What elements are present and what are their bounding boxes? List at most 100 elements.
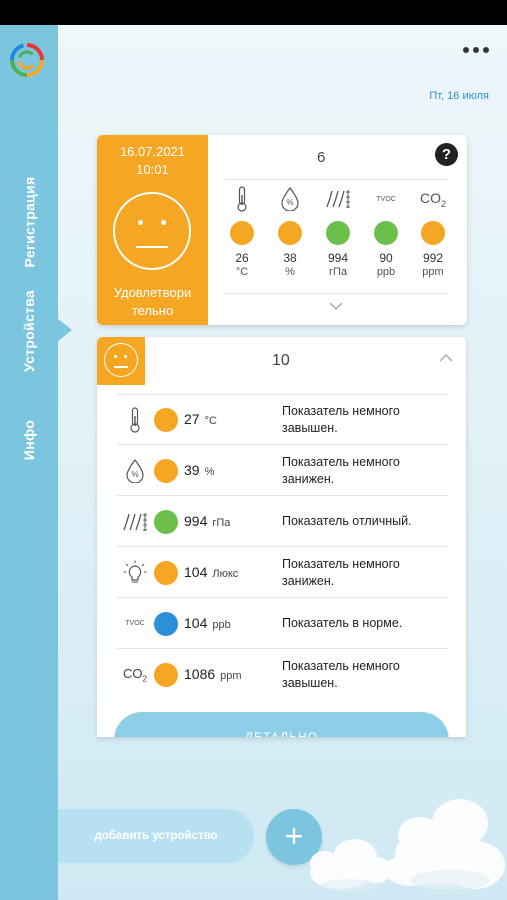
status-dot [374,221,398,245]
status-panel: 16.07.2021 10:01 Удовлетвори тельно [97,135,208,325]
sidebar-item-label: Инфо [21,419,37,461]
status-dot [154,612,178,636]
dot-icon [463,47,469,53]
status-face-badge [97,337,145,385]
reading-humidity: % 38 % [272,185,308,278]
value-number: 1086 [184,666,216,682]
sidebar-item-registration[interactable]: Регистрация [0,167,58,277]
thermometer-icon [130,406,140,433]
reading-description: Показатель отличный. [282,514,412,528]
reading-unit: % [285,266,295,278]
tvoc-icon: TVOC [125,620,145,627]
measure-date: 16.07.2021 [119,144,186,159]
value-number: 27 [184,411,200,427]
reading-value: 994 [327,251,349,265]
svg-text:%: % [286,198,293,207]
reading-description: Показатель немного завышен. [282,659,400,690]
reading-value: 994 гПа [184,513,230,529]
list-item: 104 Люкс Показатель немного занижен. [117,547,448,598]
readings-list: 27 °C Показатель немного завышен. % 39% П… [117,394,448,700]
sidebar-item-devices[interactable]: Устройства [0,281,58,381]
status-dot [154,561,178,585]
reading-value: 27 °C [184,411,217,427]
value-unit: гПа [212,517,231,529]
device-card-summary[interactable]: 16.07.2021 10:01 Удовлетвори тельно 6 ? … [97,135,467,325]
chevron-down-icon[interactable] [328,301,344,311]
more-menu-button[interactable] [463,47,489,53]
value-number: 104 [184,564,208,580]
reading-temperature: 26 °C [224,185,260,278]
reading-value: 104 Люкс [184,564,238,580]
sidebar-item-info[interactable]: Инфо [0,415,58,465]
co2-subscript: 2 [440,198,446,209]
status-dot [154,408,178,432]
co2-icon: CO2 [420,190,446,209]
value-number: 104 [184,615,208,631]
reading-tvoc: TVOC 90 ppb [368,185,404,278]
status-dot [326,221,350,245]
list-item: 27 °C Показатель немного завышен. [117,394,448,445]
list-item: TVOC 104 ppb Показатель в норме. [117,598,448,649]
reading-co2: CO2 992 ppm [415,185,451,278]
help-button[interactable]: ? [435,143,458,166]
reading-value: 104 ppb [184,615,231,631]
divider [225,293,449,294]
device-number: 6 [317,149,326,166]
reading-unit: ppb [376,266,396,278]
co2-icon: CO2 [123,666,147,684]
divider [117,394,448,395]
reading-value: 90 [379,251,393,265]
reading-description: Показатель немного завышен. [282,404,400,435]
humidity-icon: % [281,187,299,211]
reading-description: Показатель немного занижен. [282,557,400,588]
svg-text:%: % [131,470,138,479]
co2-subscript: 2 [142,674,147,684]
pressure-icon [123,512,147,531]
value-unit: ppm [220,670,242,682]
status-dot [154,459,178,483]
tvoc-icon: TVOC [376,195,396,203]
reading-description: Показатель немного занижен. [282,455,400,486]
device-card-detail: 10 27 °C Показатель немного завышен. % 39… [97,337,466,737]
value-unit: ppb [212,619,231,631]
status-dot [154,663,178,687]
clouds-decoration [310,799,505,891]
value-unit: Люкс [212,568,239,580]
co2-label: CO [123,665,143,681]
value-number: 994 [184,513,208,529]
status-dot [421,221,445,245]
reading-pressure: 994 гПа [320,185,356,278]
status-text: Удовлетвори тельно [113,285,192,318]
neutral-face-icon [104,343,138,377]
co2-label: CO [419,189,441,206]
value-unit: °C [204,415,217,427]
reading-unit: ppm [422,266,444,278]
readings-row: 26 °C % 38 % 994 гПа TVOC [224,185,454,285]
value-number: 39 [184,462,200,478]
chevron-up-icon[interactable] [438,353,454,363]
list-item: CO2 1086 ppm Показатель немного завышен. [117,649,448,700]
value-unit: % [204,466,215,478]
thermometer-icon [237,186,247,212]
divider [225,179,449,180]
humidity-icon: % [126,458,144,483]
reading-unit: гПа [328,266,348,278]
add-device-button[interactable]: добавить устройство [58,809,254,863]
app-logo-icon [10,43,44,77]
reading-value: 39% [184,462,214,478]
dot-icon [483,47,489,53]
sidebar-item-label: Устройства [21,289,37,373]
reading-value: 1086 ppm [184,666,242,682]
sidebar: Регистрация Устройства Инфо [0,25,58,900]
list-item: % 39% Показатель немного занижен. [117,445,448,496]
details-button[interactable]: ДЕТАЛЬНО [114,712,449,737]
reading-value: 38 [283,251,297,265]
status-dot [154,510,178,534]
reading-unit: °C [235,266,249,278]
reading-description: Показатель в норме. [282,616,403,630]
app-screen: Регистрация Устройства Инфо Пт, 16 июля … [0,25,507,900]
reading-value: 992 [422,251,444,265]
status-dot [230,221,254,245]
add-button[interactable]: + [266,809,322,865]
status-dot [278,221,302,245]
